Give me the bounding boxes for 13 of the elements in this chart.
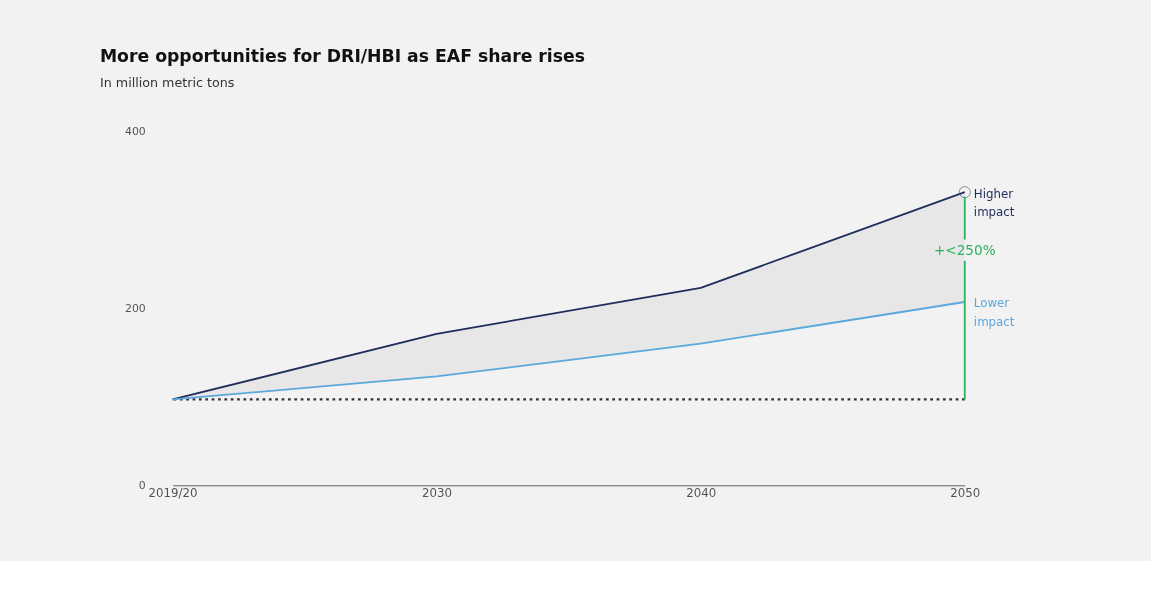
y-tick-label: 0 [138,479,146,493]
series-label: Higher impact [973,186,1015,219]
annotation: +<250% [933,241,996,258]
x-tick-label: 2040 [686,485,717,500]
x-tick-label: 2030 [422,485,453,500]
y-tick-label: 200 [125,302,146,316]
x-tick-label: 2019/20 [148,485,198,500]
x-tick-label: 2050 [950,485,981,500]
y-tick-label: 400 [125,125,146,139]
chart-title: More opportunities for DRI/HBI as EAF share rises [99,46,586,67]
chart-subtitle: In million metric tons [99,74,235,90]
line-series [171,301,966,401]
series-label: Lower impact [973,296,1015,329]
